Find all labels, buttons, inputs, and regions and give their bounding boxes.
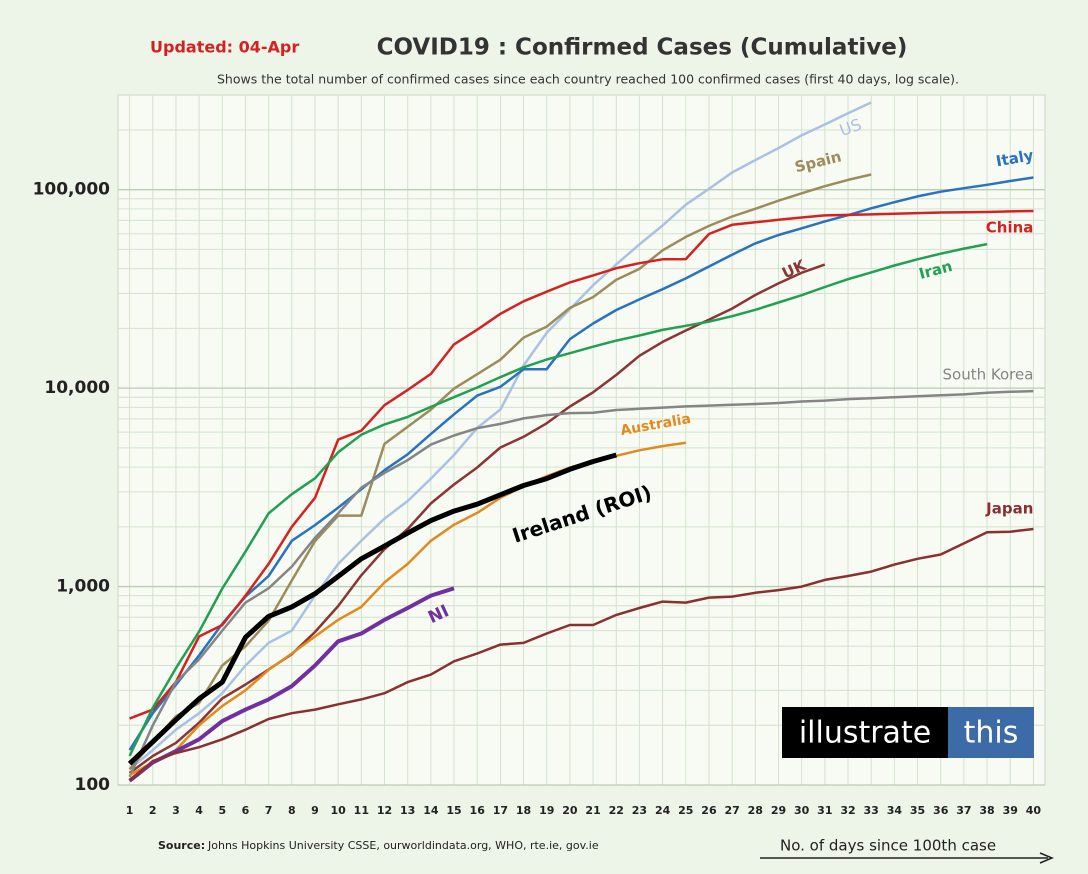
series-line bbox=[129, 209, 1034, 720]
x-axis-arrowhead bbox=[1039, 852, 1054, 864]
source-label: Source: bbox=[158, 839, 205, 852]
logo-box bbox=[782, 707, 948, 758]
plot-area bbox=[117, 94, 1046, 786]
x-tick-label: 38 bbox=[979, 804, 994, 817]
x-tick-label: 11 bbox=[354, 804, 369, 817]
x-tick-label: 34 bbox=[887, 804, 903, 817]
series-line bbox=[128, 173, 872, 771]
chart-title: COVID19 : Confirmed Cases (Cumulative) bbox=[377, 35, 908, 61]
x-tick-label: 20 bbox=[562, 804, 578, 817]
x-tick-label: 28 bbox=[748, 804, 763, 817]
updated-label: Updated: 04-Apr bbox=[150, 38, 299, 57]
source-text: Johns Hopkins University CSSE, ourworldi… bbox=[207, 839, 599, 852]
x-tick-label: 31 bbox=[817, 804, 832, 817]
x-tick-label: 14 bbox=[423, 804, 439, 817]
series-line bbox=[128, 176, 1034, 751]
series-label: Japan bbox=[985, 500, 1033, 518]
series-line bbox=[128, 527, 1034, 782]
chart-subtitle: Shows the total number of confirmed case… bbox=[217, 72, 959, 87]
logo-text: illustrate bbox=[799, 716, 931, 751]
x-tick-label: 30 bbox=[794, 804, 810, 817]
x-tick-label: 7 bbox=[265, 804, 273, 817]
x-tick-label: 40 bbox=[1026, 804, 1042, 817]
x-tick-label: 37 bbox=[956, 804, 971, 817]
x-tick-label: 33 bbox=[864, 804, 879, 817]
x-tick-label: 12 bbox=[377, 804, 392, 817]
series-line bbox=[128, 389, 1034, 778]
x-tick-label: 19 bbox=[539, 804, 554, 817]
x-tick-label: 29 bbox=[771, 804, 786, 817]
series-line bbox=[128, 242, 988, 757]
x-axis-label: No. of days since 100th case bbox=[780, 837, 996, 855]
x-tick-label: 32 bbox=[840, 804, 855, 817]
x-tick-label: 18 bbox=[516, 804, 531, 817]
logo-text: this bbox=[964, 716, 1019, 751]
x-tick-label: 21 bbox=[585, 804, 600, 817]
x-tick-label: 23 bbox=[632, 804, 647, 817]
series-line bbox=[127, 452, 617, 766]
x-tick-label: 8 bbox=[288, 804, 296, 817]
x-tick-label: 24 bbox=[655, 804, 671, 817]
series-line bbox=[128, 101, 872, 771]
x-tick-label: 5 bbox=[218, 804, 226, 817]
x-tick-label: 26 bbox=[701, 804, 717, 817]
series-label: South Korea bbox=[943, 366, 1034, 384]
x-tick-label: 35 bbox=[910, 804, 925, 817]
x-tick-label: 2 bbox=[149, 804, 157, 817]
x-tick-label: 1 bbox=[126, 804, 134, 817]
x-tick-label: 3 bbox=[172, 804, 180, 817]
x-tick-label: 27 bbox=[724, 804, 739, 817]
x-tick-label: 39 bbox=[1003, 804, 1018, 817]
x-tick-label: 13 bbox=[400, 804, 415, 817]
x-tick-label: 4 bbox=[195, 804, 203, 817]
x-tick-label: 25 bbox=[678, 804, 693, 817]
series-label: China bbox=[986, 218, 1034, 236]
series-line bbox=[128, 586, 455, 783]
x-tick-label: 16 bbox=[470, 804, 486, 817]
x-tick-label: 9 bbox=[311, 804, 319, 817]
x-tick-label: 17 bbox=[493, 804, 508, 817]
y-tick-label: 100 bbox=[75, 775, 111, 795]
x-tick-label: 6 bbox=[242, 804, 250, 817]
y-tick-label: 1,000 bbox=[56, 577, 110, 597]
y-tick-label: 10,000 bbox=[44, 378, 110, 398]
series-line bbox=[128, 263, 826, 775]
grid: 1 2 3 4 5 6 7 8 9 10 11 12 13 14 15 16 17 18 19 20 21 22 23 24 2… bbox=[33, 95, 1045, 817]
y-tick-label: 100,000 bbox=[33, 180, 111, 200]
x-tick-label: 36 bbox=[933, 804, 949, 817]
lines bbox=[127, 101, 1034, 783]
logo-box-blue bbox=[948, 707, 1034, 758]
x-tick-label: 22 bbox=[609, 804, 624, 817]
x-tick-label: 15 bbox=[446, 804, 461, 817]
x-tick-label: 10 bbox=[331, 804, 347, 817]
